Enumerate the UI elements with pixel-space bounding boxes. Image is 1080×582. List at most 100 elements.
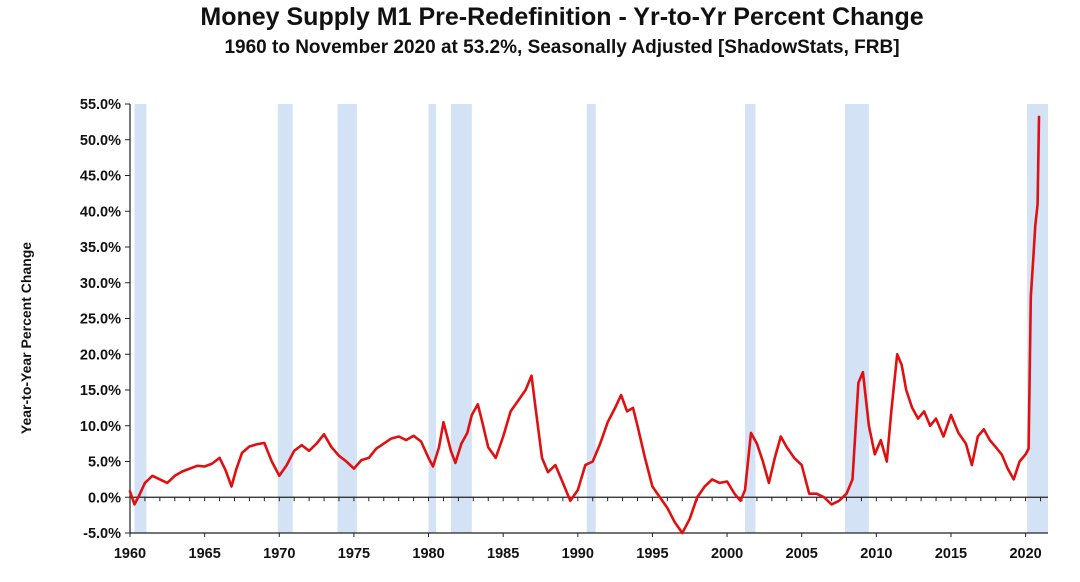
y-axis-ticks: -5.0% 0.0% 5.0% 10.0% 15.0% 20.0% 25.0% 30.0% 35…: [80, 97, 130, 542]
data-point: [786, 446, 788, 449]
data-point: [929, 425, 931, 427]
data-point: [905, 389, 907, 391]
x-tick-label: 1960: [114, 546, 146, 562]
data-point: [599, 442, 601, 445]
data-point: [696, 496, 698, 499]
data-point: [569, 500, 572, 502]
data-point: [211, 462, 213, 465]
data-point: [509, 410, 512, 413]
data-point: [315, 442, 318, 445]
data-point: [917, 417, 919, 420]
data-point: [900, 364, 903, 366]
data-point: [477, 403, 479, 406]
x-tick-label: 1965: [189, 546, 221, 562]
data-point: [224, 469, 227, 471]
data-point: [911, 407, 913, 409]
recession-band-7: [844, 104, 869, 533]
recession-bands: [134, 104, 1048, 533]
x-tick-label: 1980: [412, 546, 444, 562]
x-tick-label: 2020: [1009, 546, 1041, 562]
data-point: [300, 444, 303, 446]
data-point: [230, 485, 233, 488]
y-tick-label: 5.0%: [88, 455, 121, 471]
data-point: [1030, 296, 1032, 298]
data-point: [632, 407, 634, 409]
data-point: [353, 467, 355, 470]
data-point: [659, 496, 661, 499]
recession-band-6: [744, 104, 756, 533]
data-point: [793, 457, 795, 459]
data-point: [530, 374, 533, 377]
data-point: [726, 480, 728, 483]
data-point: [666, 507, 669, 509]
chart-subtitle: 1960 to November 2020 at 53.2%, Seasonal…: [224, 37, 900, 58]
data-point: [323, 433, 325, 436]
data-point: [989, 439, 991, 441]
data-point: [438, 446, 440, 449]
data-point: [487, 446, 490, 449]
data-point: [1038, 116, 1040, 118]
data-point: [427, 457, 430, 459]
data-point: [868, 425, 870, 427]
data-point: [1006, 467, 1009, 470]
data-point: [942, 435, 945, 438]
recession-band-1: [277, 104, 293, 533]
data-point: [263, 442, 266, 444]
recession-band-8: [1027, 104, 1048, 533]
recession-band-2: [337, 104, 357, 533]
x-tick-label: 2000: [711, 546, 743, 562]
data-point: [360, 459, 363, 461]
data-point: [524, 389, 527, 391]
data-point: [857, 382, 860, 384]
recession-band-3: [428, 104, 436, 533]
data-point: [188, 467, 191, 470]
data-point: [681, 532, 684, 534]
data-point: [651, 485, 654, 488]
data-point: [432, 465, 434, 468]
data-point: [1027, 447, 1030, 450]
x-tick-label: 1975: [338, 546, 370, 562]
data-point: [375, 447, 378, 450]
data-point: [256, 443, 258, 446]
data-point: [1024, 453, 1027, 456]
data-point: [412, 435, 415, 437]
data-point: [159, 478, 161, 481]
data-point: [762, 460, 764, 463]
x-tick-label: 1990: [562, 546, 594, 562]
data-point: [644, 457, 646, 459]
data-point: [880, 439, 882, 441]
recession-band-5: [586, 104, 596, 533]
data-point: [780, 435, 782, 438]
data-point: [703, 485, 706, 488]
data-point: [397, 435, 400, 438]
data-point: [584, 464, 587, 466]
data-point: [874, 453, 876, 456]
data-point: [756, 442, 758, 445]
data-point: [466, 432, 469, 434]
data-point: [248, 445, 251, 448]
data-point: [718, 482, 721, 484]
y-tick-label: 25.0%: [80, 312, 121, 328]
data-point: [1034, 224, 1037, 227]
data-point: [196, 465, 198, 467]
data-point: [923, 410, 925, 413]
data-point: [957, 432, 960, 434]
data-point: [774, 457, 776, 459]
data-point: [338, 455, 340, 457]
data-point: [606, 421, 609, 424]
data-point: [896, 353, 898, 356]
data-point: [218, 457, 221, 459]
recession-band-0: [134, 104, 147, 533]
y-tick-label: 35.0%: [80, 240, 121, 256]
data-point: [995, 446, 997, 449]
data-point: [591, 460, 594, 463]
data-point: [481, 421, 484, 424]
data-point: [614, 407, 616, 409]
data-point: [271, 460, 273, 463]
data-point: [241, 452, 243, 454]
x-axis-ticks: 1960 1965 1970 1975 1980 1985 1990 1995 2000 2005…: [114, 497, 1042, 562]
data-point: [823, 496, 825, 499]
data-point: [983, 428, 985, 431]
recession-band-4: [450, 104, 472, 533]
